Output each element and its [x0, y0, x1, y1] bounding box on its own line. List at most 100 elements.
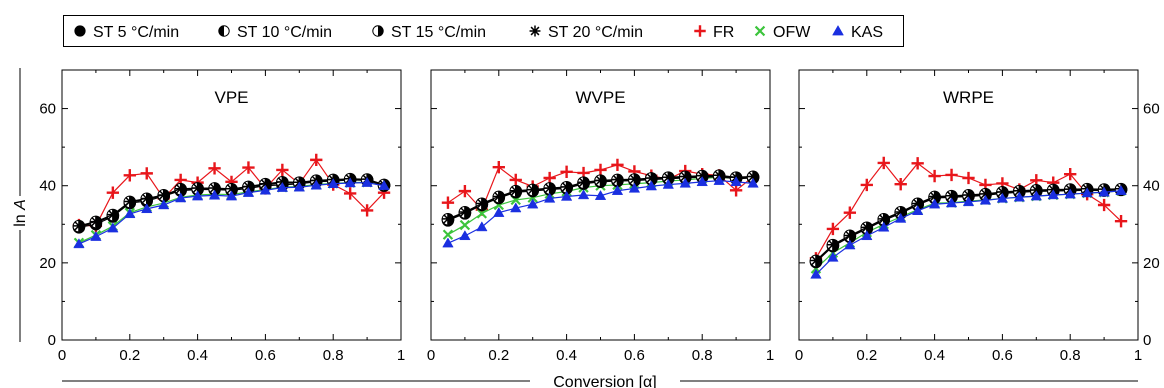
data-point: [459, 219, 471, 231]
data-point: [810, 254, 822, 267]
data-point: [560, 165, 573, 178]
data-point: [594, 163, 607, 177]
data-point: [73, 238, 85, 249]
data-point: [1030, 184, 1042, 196]
data-point: [911, 197, 924, 210]
data-point: [140, 167, 153, 180]
data-point: [123, 169, 136, 182]
data-point: [945, 197, 958, 208]
data-point: [628, 173, 641, 185]
legend-marker-icon: [74, 25, 86, 37]
data-point: [259, 184, 272, 195]
data-point: [360, 204, 374, 217]
data-point: [979, 188, 992, 200]
data-point: [90, 215, 102, 228]
legend-item: ST 10 °C/min: [218, 24, 332, 41]
y-tick-label: 60: [1143, 101, 1160, 118]
data-point: [510, 185, 522, 197]
data-point: [1098, 186, 1110, 197]
data-point: [1013, 185, 1026, 197]
data-point: [577, 189, 590, 200]
series-kas: [442, 174, 759, 248]
x-tick-label: 0.4: [556, 347, 577, 364]
data-point: [826, 222, 840, 236]
data-point: [543, 192, 556, 203]
data-point: [361, 176, 373, 187]
y-tick-label: 20: [1143, 255, 1160, 272]
data-point: [208, 182, 221, 194]
data-point: [493, 190, 505, 203]
data-point: [911, 205, 924, 215]
data-point: [124, 195, 136, 208]
data-point: [962, 171, 975, 185]
legend-label: ST 15 °C/min: [391, 24, 486, 41]
data-point: [996, 186, 1009, 198]
x-axis-label-group: Conversion [α]: [62, 374, 1138, 388]
data-point: [493, 206, 505, 217]
data-point: [509, 173, 522, 187]
series-st-20-c-min: [810, 183, 1127, 267]
data-point: [276, 163, 289, 177]
data-point: [158, 189, 170, 201]
data-point: [810, 268, 822, 279]
legend-label: FR: [713, 24, 734, 41]
legend-item: ST 20 °C/min: [529, 24, 643, 41]
data-point: [878, 213, 890, 225]
legend-marker-icon: [694, 25, 706, 37]
data-point: [73, 220, 85, 232]
data-point: [276, 181, 289, 192]
data-point: [560, 181, 573, 193]
data-point: [343, 187, 357, 200]
panel-title: VPE: [214, 88, 248, 107]
data-point: [476, 208, 488, 219]
data-point: [208, 189, 221, 200]
x-tick-label: 0: [58, 347, 66, 364]
data-point: [844, 239, 856, 250]
x-tick-label: 0.8: [323, 347, 344, 364]
x-tick-label: 0.4: [924, 347, 945, 364]
data-point: [928, 169, 941, 183]
x-tick-label: 0: [427, 347, 435, 364]
data-point: [895, 206, 907, 218]
data-point: [861, 221, 873, 234]
data-point: [442, 229, 454, 240]
legend-label: ST 10 °C/min: [237, 24, 332, 41]
x-tick-label: 1: [397, 347, 405, 364]
legend-marker-icon: [218, 25, 230, 37]
y-tick-label: 40: [39, 178, 56, 195]
data-point: [459, 230, 471, 241]
series-kas: [73, 176, 390, 249]
data-point: [476, 197, 488, 210]
panel-title: WRPE: [943, 88, 994, 107]
x-tick-label: 0.8: [692, 347, 713, 364]
data-point: [527, 183, 539, 196]
data-point: [476, 221, 488, 232]
data-point: [293, 181, 305, 192]
legend-label: ST 20 °C/min: [548, 24, 643, 41]
data-point: [259, 178, 272, 190]
data-point: [911, 157, 924, 170]
data-point: [242, 180, 255, 193]
data-point: [877, 156, 890, 170]
legend-item: OFW: [754, 24, 811, 41]
data-point: [107, 208, 119, 221]
legend-marker-icon: [754, 25, 766, 37]
data-point: [543, 182, 556, 194]
y-axis-label-group: ln A: [12, 68, 29, 342]
data-point: [174, 183, 187, 195]
data-point: [696, 170, 708, 182]
data-point: [945, 168, 958, 182]
data-point: [962, 196, 975, 207]
legend-label: ST 5 °C/min: [93, 24, 179, 41]
data-point: [174, 192, 187, 203]
panel-title: WVPE: [575, 88, 625, 107]
data-point: [344, 177, 356, 188]
data-point: [713, 174, 725, 185]
data-point: [895, 212, 907, 223]
legend-item: KAS: [832, 24, 883, 41]
legend-item: ST 5 °C/min: [74, 24, 179, 41]
x-tick-label: 0: [795, 347, 803, 364]
data-point: [459, 206, 471, 218]
